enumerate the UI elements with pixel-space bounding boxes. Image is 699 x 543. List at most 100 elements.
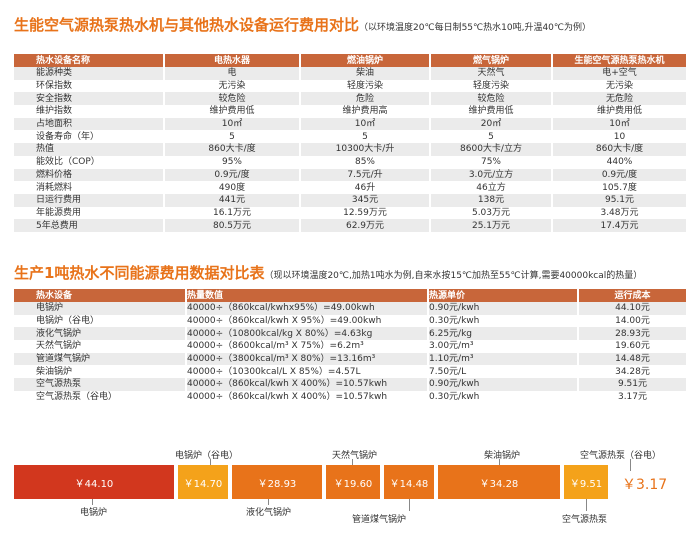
row-label: 电锅炉（谷电） bbox=[14, 314, 186, 328]
table-cell: 3.0元/立方 bbox=[429, 168, 552, 182]
table-cell: 28.93元 bbox=[577, 327, 686, 341]
cost-bar-electric-boiler-offpeak: ￥14.70 bbox=[178, 465, 228, 499]
cost-bar-diesel-boiler: ￥34.28 bbox=[438, 465, 560, 499]
table-cell: 天然气 bbox=[429, 67, 552, 80]
section1-note: （以环境温度20℃每日制55℃热水10吨,升温40℃为例） bbox=[359, 23, 592, 33]
table-row: 年能源费用 16.1万元 12.59万元 5.03万元 3.48万元 bbox=[14, 206, 686, 220]
table-cell: 8600大卡/立方 bbox=[429, 143, 552, 156]
header-cell: 热源单价 bbox=[427, 289, 578, 302]
table-cell: 3.00元/m³ bbox=[427, 340, 578, 353]
table-header-row: 热水设备 热量数值 热源单价 运行成本 bbox=[14, 289, 686, 302]
header-cell: 热水设备名称 bbox=[14, 54, 164, 67]
row-label: 空气源热泵（谷电） bbox=[14, 390, 186, 404]
header-cell: 燃油锅炉 bbox=[299, 54, 430, 67]
table-cell: 10㎡ bbox=[299, 117, 430, 131]
table-cell: 25.1万元 bbox=[429, 219, 552, 232]
label-tick bbox=[92, 499, 93, 505]
table-cell: 5 bbox=[163, 130, 300, 144]
table-cell: 40000÷（10800kcal/kg X 80%）=4.63kg bbox=[185, 327, 428, 341]
row-label: 柴油锅炉 bbox=[14, 365, 186, 379]
label-diesel-boiler: 柴油锅炉 bbox=[484, 451, 521, 461]
table-cell: 62.9万元 bbox=[299, 219, 430, 232]
table-cell: 轻度污染 bbox=[429, 79, 552, 93]
label-air-source-heat-pump: 空气源热泵 bbox=[562, 515, 608, 525]
row-label: 安全指数 bbox=[14, 92, 164, 106]
table-header-row: 热水设备名称 电热水器 燃油锅炉 燃气锅炉 生能空气源热泵热水机 bbox=[14, 54, 686, 67]
table-cell: 无危险 bbox=[551, 92, 686, 106]
table-cell: 0.9元/度 bbox=[551, 168, 686, 182]
label-tick bbox=[499, 459, 500, 465]
table-cell: 9.51元 bbox=[577, 378, 686, 391]
table-cell: 14.00元 bbox=[577, 314, 686, 328]
table-row: 空气源热泵（谷电） 40000÷（860kcal/kwh X 400%）=10.5… bbox=[14, 390, 686, 404]
table-cell: 维护费用低 bbox=[429, 105, 552, 118]
cost-value-air-source-heat-pump-offpeak: ￥3.17 bbox=[622, 477, 668, 493]
table-row: 液化气锅炉 40000÷（10800kcal/kg X 80%）=4.63kg 6.… bbox=[14, 327, 686, 341]
table-cell: 40000÷（3800kcal/m³ X 80%）=13.16m³ bbox=[185, 352, 428, 366]
table-row: 天然气锅炉 40000÷（8600kcal/m³ X 75%）=6.2m³ 3.00… bbox=[14, 340, 686, 353]
label-electric-boiler-offpeak: 电锅炉（谷电） bbox=[175, 451, 239, 461]
table-row: 维护指数 维护费用低 维护费用高 维护费用低 维护费用低 bbox=[14, 105, 686, 118]
table-cell: 40000÷（860kcal/kwh X 400%）=10.57kwh bbox=[185, 378, 428, 391]
cost-comparison-table: 热水设备名称 电热水器 燃油锅炉 燃气锅炉 生能空气源热泵热水机 能源种类电柴油… bbox=[14, 54, 686, 232]
header-cell: 热水设备 bbox=[14, 289, 186, 302]
table-cell: 0.90元/kwh bbox=[427, 302, 578, 315]
row-label: 燃料价格 bbox=[14, 168, 164, 182]
table-row: 安全指数 较危险 危险 较危险 无危险 bbox=[14, 92, 686, 106]
table-cell: 10㎡ bbox=[551, 117, 686, 131]
per-ton-cost-table: 热水设备 热量数值 热源单价 运行成本 电锅炉 40000÷（860kcal/kw… bbox=[14, 289, 686, 404]
table-row: 电锅炉（谷电） 40000÷（860kcal/kwh X 95%）=49.00kw… bbox=[14, 314, 686, 328]
section1-title: 生能空气源热泵热水机与其他热水设备运行费用对比（以环境温度20℃每日制55℃热水… bbox=[14, 14, 591, 35]
row-label: 电锅炉 bbox=[14, 302, 186, 315]
label-pipeline-gas-boiler: 管道煤气锅炉 bbox=[352, 515, 407, 525]
table-cell: 3.48万元 bbox=[551, 206, 686, 220]
table-cell: 46立方 bbox=[429, 181, 552, 194]
cost-bar-air-source-heat-pump: ￥9.51 bbox=[564, 465, 608, 499]
table-cell: 电 bbox=[163, 67, 300, 80]
table-cell: 85% bbox=[299, 155, 430, 169]
label-tick bbox=[210, 459, 211, 465]
table-cell: 10 bbox=[551, 130, 686, 144]
table-cell: 40000÷（860kcal/kwh X 95%）=49.00kwh bbox=[185, 314, 428, 328]
table-cell: 维护费用低 bbox=[551, 105, 686, 118]
table-cell: 0.30元/kwh bbox=[427, 314, 578, 328]
table-cell: 5 bbox=[429, 130, 552, 144]
table-row: 热值 860大卡/度 10300大卡/升 8600大卡/立方 860大卡/度 bbox=[14, 143, 686, 156]
table-cell: 6.25元/kg bbox=[427, 327, 578, 341]
table-row: 设备寿命（年） 5 5 5 10 bbox=[14, 130, 686, 144]
table-cell: 较危险 bbox=[429, 92, 552, 106]
row-label: 占地面积 bbox=[14, 117, 164, 131]
cost-bar-electric-boiler: ￥44.10 bbox=[14, 465, 174, 499]
table-cell: 1.10元/m³ bbox=[427, 352, 578, 366]
table-cell: 10㎡ bbox=[163, 117, 300, 131]
table-cell: 7.50元/L bbox=[427, 365, 578, 379]
row-label: 天然气锅炉 bbox=[14, 340, 186, 353]
table-cell: 0.90元/kwh bbox=[427, 378, 578, 391]
header-cell: 热量数值 bbox=[185, 289, 428, 302]
table-row: 消耗燃料 490度 46升 46立方 105.7度 bbox=[14, 181, 686, 194]
table-cell: 40000÷（860kcal/kwhx95%）=49.00kwh bbox=[185, 302, 428, 315]
table-cell: 345元 bbox=[299, 193, 430, 207]
table-row: 日运行费用 441元 345元 138元 95.1元 bbox=[14, 193, 686, 207]
label-tick bbox=[409, 499, 410, 511]
header-cell: 运行成本 bbox=[577, 289, 686, 302]
label-tick bbox=[268, 499, 269, 505]
row-label: 能效比（COP） bbox=[14, 155, 164, 169]
table-cell: 441元 bbox=[163, 193, 300, 207]
table-cell: 较危险 bbox=[163, 92, 300, 106]
row-label: 管道煤气锅炉 bbox=[14, 352, 186, 366]
table-cell: 138元 bbox=[429, 193, 552, 207]
table-cell: 34.28元 bbox=[577, 365, 686, 379]
table-row: 能效比（COP） 95% 85% 75% 440% bbox=[14, 155, 686, 169]
table-cell: 490度 bbox=[163, 181, 300, 194]
section2-title-text: 生产1吨热水不同能源费用数据对比表 bbox=[14, 264, 265, 282]
table-row: 电锅炉 40000÷（860kcal/kwhx95%）=49.00kwh 0.90元… bbox=[14, 302, 686, 315]
row-label: 年能源费用 bbox=[14, 206, 164, 220]
table-cell: 19.60元 bbox=[577, 340, 686, 353]
row-label: 热值 bbox=[14, 143, 164, 156]
label-tick bbox=[352, 459, 353, 465]
row-label: 液化气锅炉 bbox=[14, 327, 186, 341]
cost-bar-natural-gas-boiler: ￥19.60 bbox=[326, 465, 380, 499]
table-cell: 105.7度 bbox=[551, 181, 686, 194]
table-cell: 95.1元 bbox=[551, 193, 686, 207]
